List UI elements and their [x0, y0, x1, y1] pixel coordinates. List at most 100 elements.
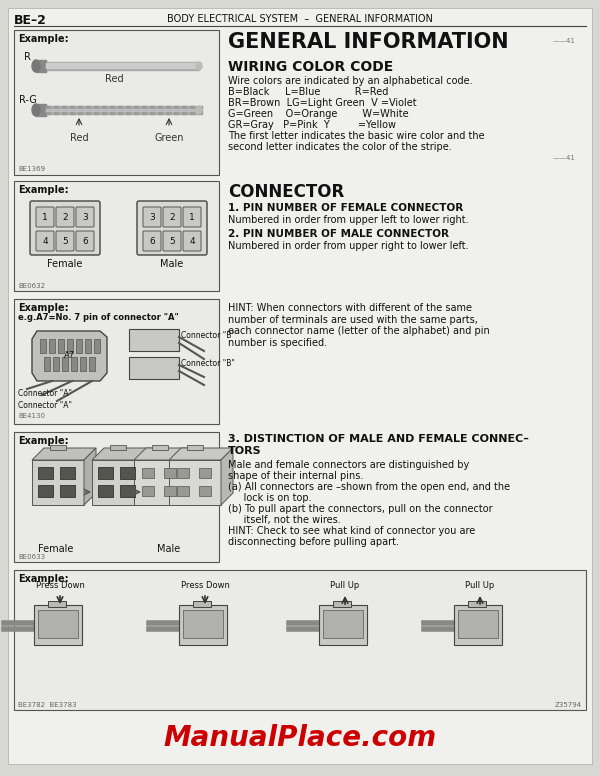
Bar: [454, 605, 502, 645]
Text: shape of their internal pins.: shape of their internal pins.: [228, 471, 364, 481]
Text: Male: Male: [160, 259, 184, 269]
Text: second letter indicates the color of the stripe.: second letter indicates the color of the…: [228, 142, 452, 152]
Bar: [32, 460, 84, 505]
Bar: [177, 486, 189, 496]
Bar: [199, 468, 211, 478]
Text: Connector "B": Connector "B": [181, 331, 235, 340]
FancyBboxPatch shape: [143, 231, 161, 251]
Polygon shape: [144, 448, 156, 505]
Text: R-G: R-G: [19, 95, 37, 105]
FancyBboxPatch shape: [30, 201, 100, 255]
Text: Connector "A": Connector "A": [18, 389, 72, 398]
Bar: [62, 357, 68, 371]
Bar: [50, 445, 66, 450]
Text: 3: 3: [82, 213, 88, 221]
FancyBboxPatch shape: [183, 207, 201, 227]
Text: Green: Green: [154, 133, 184, 143]
Text: 5: 5: [62, 237, 68, 245]
Text: BE0633: BE0633: [18, 554, 45, 560]
Text: G=Green    O=Orange        W=White: G=Green O=Orange W=White: [228, 109, 409, 119]
Bar: [14, 432, 219, 562]
Bar: [60, 485, 75, 497]
Text: Press Down: Press Down: [35, 581, 85, 590]
Text: 4: 4: [42, 237, 48, 245]
Bar: [142, 486, 154, 496]
Text: Connector "A": Connector "A": [18, 401, 72, 410]
Text: The first letter indicates the basic wire color and the: The first letter indicates the basic wir…: [228, 131, 485, 141]
Text: BR=Brown  LG=Light Green  V =Violet: BR=Brown LG=Light Green V =Violet: [228, 98, 416, 108]
Bar: [92, 460, 144, 505]
Text: Example:: Example:: [18, 303, 68, 313]
Bar: [14, 30, 219, 175]
Polygon shape: [92, 448, 156, 460]
Text: BODY ELECTRICAL SYSTEM  –  GENERAL INFORMATION: BODY ELECTRICAL SYSTEM – GENERAL INFORMA…: [167, 14, 433, 24]
Bar: [98, 467, 113, 479]
Polygon shape: [32, 331, 107, 381]
Bar: [71, 357, 77, 371]
Text: Red: Red: [104, 74, 124, 84]
Text: WIRING COLOR CODE: WIRING COLOR CODE: [228, 60, 393, 74]
Bar: [142, 468, 154, 478]
Bar: [164, 486, 176, 496]
Text: Female: Female: [38, 544, 74, 554]
Bar: [58, 339, 64, 353]
Bar: [193, 601, 211, 607]
Text: 1: 1: [42, 213, 48, 221]
Bar: [164, 468, 176, 478]
FancyBboxPatch shape: [56, 207, 74, 227]
Bar: [76, 339, 82, 353]
Text: Numbered in order from upper right to lower left.: Numbered in order from upper right to lo…: [228, 241, 469, 251]
Text: (b) To pull apart the connectors, pull on the connector: (b) To pull apart the connectors, pull o…: [228, 504, 493, 514]
Text: 5: 5: [169, 237, 175, 245]
Bar: [319, 605, 367, 645]
Bar: [67, 339, 73, 353]
Text: BE3782  BE3783: BE3782 BE3783: [18, 702, 77, 708]
Bar: [38, 467, 53, 479]
Text: 1: 1: [189, 213, 195, 221]
FancyBboxPatch shape: [76, 207, 94, 227]
Text: Example:: Example:: [18, 185, 68, 195]
Text: Male and female connectors are distinguished by: Male and female connectors are distingui…: [228, 460, 469, 470]
FancyBboxPatch shape: [137, 201, 207, 255]
Text: A7: A7: [64, 352, 74, 361]
Text: 1. PIN NUMBER OF FEMALE CONNECTOR: 1. PIN NUMBER OF FEMALE CONNECTOR: [228, 203, 463, 213]
Bar: [183, 610, 223, 638]
FancyBboxPatch shape: [163, 231, 181, 251]
Text: Pull Up: Pull Up: [331, 581, 359, 590]
Text: B=Black     L=Blue           R=Red: B=Black L=Blue R=Red: [228, 87, 388, 97]
FancyBboxPatch shape: [76, 231, 94, 251]
Polygon shape: [169, 448, 233, 460]
Text: 6: 6: [149, 237, 155, 245]
Bar: [177, 468, 189, 478]
Bar: [323, 610, 363, 638]
Bar: [48, 601, 66, 607]
Text: BE1369: BE1369: [18, 166, 45, 172]
Bar: [458, 610, 498, 638]
Bar: [179, 605, 227, 645]
Bar: [120, 485, 135, 497]
Ellipse shape: [196, 106, 202, 114]
Text: 2. PIN NUMBER OF MALE CONNECTOR: 2. PIN NUMBER OF MALE CONNECTOR: [228, 229, 449, 239]
FancyBboxPatch shape: [183, 231, 201, 251]
Text: itself, not the wires.: itself, not the wires.: [228, 515, 341, 525]
Text: Z35794: Z35794: [555, 702, 582, 708]
Text: 2: 2: [169, 213, 175, 221]
Bar: [38, 610, 78, 638]
Ellipse shape: [32, 104, 40, 116]
Text: Example:: Example:: [18, 436, 68, 446]
Text: HINT: When connectors with different of the same
number of terminals are used wi: HINT: When connectors with different of …: [228, 303, 490, 348]
Bar: [169, 460, 221, 505]
Bar: [38, 485, 53, 497]
Bar: [34, 605, 82, 645]
Text: Female: Female: [47, 259, 83, 269]
Text: ——41: ——41: [553, 38, 576, 44]
Bar: [199, 486, 211, 496]
Bar: [80, 357, 86, 371]
Text: 3. DISTINCTION OF MALE AND FEMALE CONNEC–: 3. DISTINCTION OF MALE AND FEMALE CONNEC…: [228, 434, 529, 444]
Bar: [333, 601, 351, 607]
FancyBboxPatch shape: [143, 207, 161, 227]
Bar: [14, 570, 586, 710]
Ellipse shape: [32, 60, 40, 72]
FancyBboxPatch shape: [56, 231, 74, 251]
Polygon shape: [134, 448, 198, 460]
